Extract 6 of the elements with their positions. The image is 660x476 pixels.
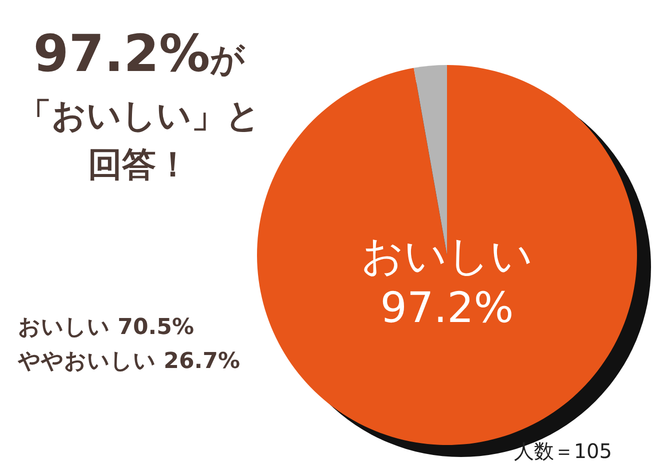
- data-label: 97.2%: [380, 283, 514, 332]
- chart-title: 97.2%が「おいしい」と回答！: [18, 25, 261, 186]
- text: 人数＝105: [514, 439, 612, 463]
- text: おいしい 70.5%: [18, 315, 194, 340]
- slice-label: おいしい: [361, 231, 533, 280]
- text: ややおいしい 26.7%: [17, 349, 240, 374]
